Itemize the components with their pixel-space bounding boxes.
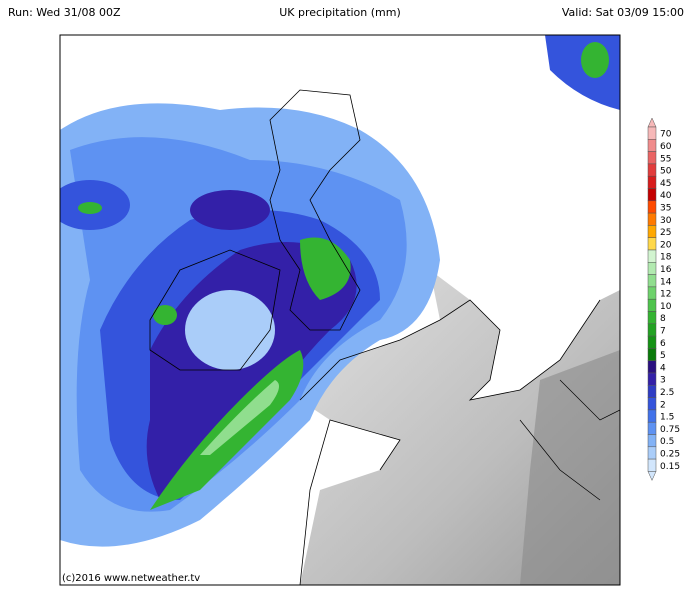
legend-swatch xyxy=(647,311,657,325)
legend-label: 16 xyxy=(660,265,672,275)
legend-label: 20 xyxy=(660,240,672,250)
legend-label: 2 xyxy=(660,400,666,410)
legend-swatch xyxy=(647,262,657,275)
legend-swatch xyxy=(647,458,657,472)
legend-arrow xyxy=(647,117,657,128)
legend-label: 4 xyxy=(660,363,666,373)
legend-swatch xyxy=(647,286,657,300)
legend-swatch xyxy=(647,188,657,202)
legend-swatch xyxy=(647,151,657,165)
legend-label: 6 xyxy=(660,339,666,349)
run-label: Run: Wed 31/08 00Z xyxy=(8,6,121,19)
legend-label: 40 xyxy=(660,191,672,201)
legend-swatch xyxy=(647,409,657,423)
valid-label: Valid: Sat 03/09 15:00 xyxy=(562,6,684,19)
legend-swatch xyxy=(647,249,657,263)
legend-label: 3 xyxy=(660,376,666,386)
legend-swatch xyxy=(647,335,657,349)
legend-label: 0.15 xyxy=(660,462,680,472)
legend-label: 0.75 xyxy=(660,425,680,435)
legend-label: 8 xyxy=(660,314,666,324)
legend-swatch xyxy=(647,360,657,374)
legend-label: 12 xyxy=(660,290,671,300)
legend-label: 10 xyxy=(660,302,672,312)
map xyxy=(60,35,620,585)
legend-label: 7 xyxy=(660,326,666,336)
map-frame xyxy=(59,34,621,586)
legend-label: 5 xyxy=(660,351,666,361)
legend-label: 70 xyxy=(660,130,672,140)
legend-swatch xyxy=(647,274,657,288)
legend-swatch xyxy=(647,397,657,411)
legend-label: 60 xyxy=(660,142,672,152)
legend-swatch xyxy=(647,212,657,226)
legend-label: 1.5 xyxy=(660,413,674,423)
legend-label: 0.5 xyxy=(660,437,674,447)
legend: 70 60 55 50 45 40 35 30 25 20 18 16 14 12 10 8 7 6 5 4 3 2.5 2… xyxy=(647,117,680,482)
legend-label: 35 xyxy=(660,203,671,213)
legend-swatch xyxy=(647,348,657,361)
legend-label: 55 xyxy=(660,154,671,164)
legend-label: 18 xyxy=(660,253,672,263)
legend-swatch xyxy=(647,372,657,386)
legend-swatch xyxy=(647,446,657,460)
legend-label: 14 xyxy=(660,277,672,287)
legend-swatch xyxy=(647,421,657,435)
legend-swatch xyxy=(647,323,657,337)
legend-swatch xyxy=(647,126,657,140)
legend-swatch xyxy=(647,385,657,398)
legend-swatch xyxy=(647,200,657,214)
legend-label: 45 xyxy=(660,179,671,189)
legend-swatch xyxy=(647,163,657,177)
legend-swatch xyxy=(647,139,657,152)
legend-label: 30 xyxy=(660,216,672,226)
legend-swatch xyxy=(647,225,657,238)
legend-swatch xyxy=(647,298,657,312)
legend-label: 25 xyxy=(660,228,671,238)
legend-label: 50 xyxy=(660,167,672,177)
map-title: UK precipitation (mm) xyxy=(279,6,401,19)
legend-swatch xyxy=(647,434,657,448)
copyright: (c)2016 www.netweather.tv xyxy=(62,573,200,584)
legend-label: 0.25 xyxy=(660,449,680,459)
legend-swatch xyxy=(647,175,657,189)
legend-swatch xyxy=(647,237,657,251)
legend-label: 2.5 xyxy=(660,388,674,398)
legend-arrow xyxy=(647,471,657,482)
